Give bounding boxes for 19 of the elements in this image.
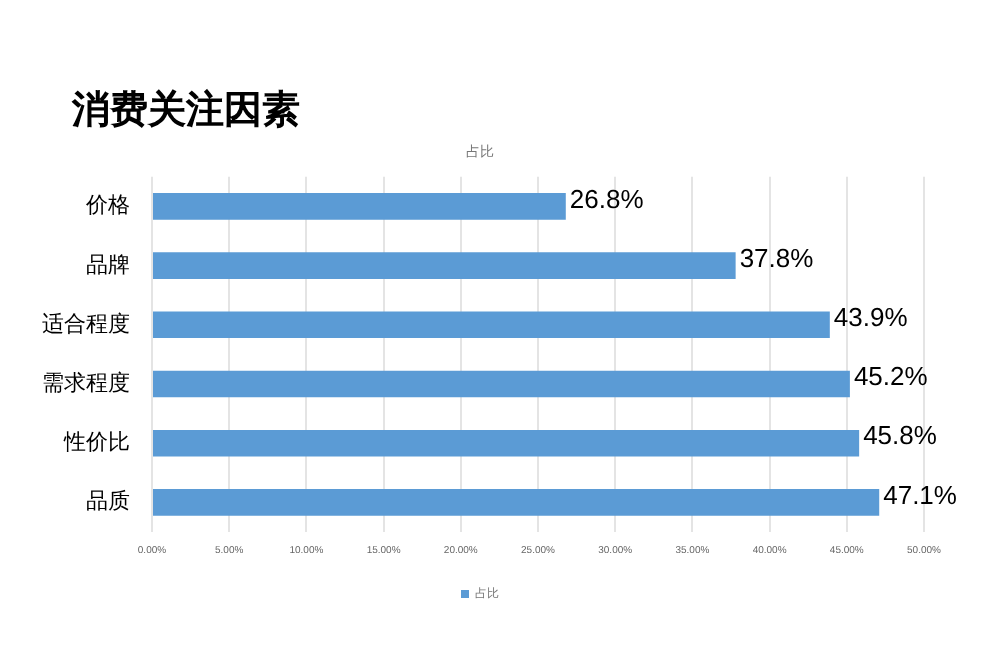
data-label: 47.1% <box>883 479 958 510</box>
data-label: 26.8% <box>569 183 645 214</box>
y-tick-label: 价格 <box>84 194 130 219</box>
bar <box>153 193 566 220</box>
chart-title: 消费关注因素 <box>69 87 302 136</box>
y-tick-label: 品质 <box>86 488 130 515</box>
data-label: 37.8% <box>739 242 815 273</box>
bar <box>153 252 736 279</box>
y-tick-label: 品牌 <box>86 253 130 278</box>
y-tick-label: 需求程度 <box>42 370 130 397</box>
bar <box>153 370 850 398</box>
bar <box>153 311 830 339</box>
bar <box>153 429 860 457</box>
y-tick-label: 性价比 <box>62 429 130 456</box>
y-tick-label: 适合程度 <box>42 310 130 337</box>
data-label: 43.9% <box>833 301 909 332</box>
data-label: 45.2% <box>853 361 929 392</box>
data-label: 45.8% <box>863 420 938 451</box>
bar <box>153 489 880 516</box>
